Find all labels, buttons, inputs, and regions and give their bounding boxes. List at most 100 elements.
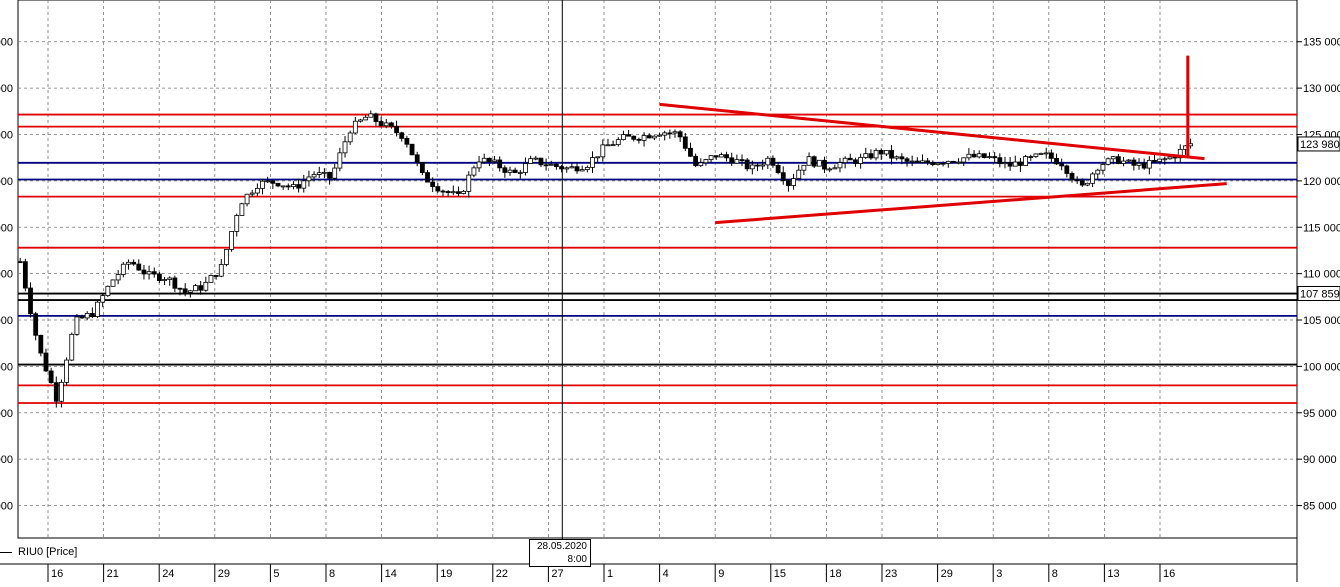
candle-up xyxy=(224,249,229,265)
candle-down xyxy=(847,157,853,161)
candle-down xyxy=(693,155,699,167)
candle-up xyxy=(167,277,173,280)
candle-up xyxy=(657,134,662,137)
candle-down xyxy=(713,155,719,158)
cursor-time: 8:00 xyxy=(567,554,587,565)
candle-up xyxy=(244,193,250,205)
candle-up xyxy=(218,264,224,277)
x-tick-label: 21 xyxy=(107,568,119,580)
candle-up xyxy=(265,180,271,183)
candle-up xyxy=(1002,162,1008,165)
price-badge-label: 123 980 xyxy=(1300,139,1340,151)
left-axis-label: 000 xyxy=(0,408,13,420)
candle-down xyxy=(729,157,735,164)
candle-up xyxy=(234,215,240,232)
candle-up xyxy=(858,157,864,164)
candle-up xyxy=(471,167,477,176)
candle-up xyxy=(193,285,198,292)
candle-down xyxy=(940,162,946,165)
candle-up xyxy=(605,144,611,147)
plot-frame xyxy=(17,0,1298,539)
y-tick-label: 115 000 xyxy=(1303,222,1340,234)
x-tick-label: 29 xyxy=(218,568,230,580)
candle-down xyxy=(38,334,44,354)
candle-up xyxy=(100,295,106,303)
price-badge-label: 107 859 xyxy=(1300,288,1340,300)
candle-down xyxy=(136,263,142,271)
left-axis-label: 000 xyxy=(0,222,13,234)
x-tick-label: 9 xyxy=(718,568,724,580)
x-tick-label: 1 xyxy=(607,568,613,580)
x-tick-label: 15 xyxy=(774,568,786,580)
candle-down xyxy=(213,275,219,277)
left-axis-label: 000 xyxy=(0,361,13,373)
candle-up xyxy=(162,279,167,282)
candle-up xyxy=(1095,169,1101,175)
candle-down xyxy=(157,273,162,282)
cursor-date: 28.05.2020 xyxy=(536,541,587,552)
candle-up xyxy=(1162,158,1168,161)
cursor-date-label: 28.05.2020 8:00 xyxy=(529,539,591,567)
candle-down xyxy=(172,277,178,289)
candle-down xyxy=(389,122,394,127)
candle-up xyxy=(1177,148,1183,159)
candle-down xyxy=(399,132,405,139)
candle-up xyxy=(461,191,467,194)
candle-down xyxy=(554,163,559,168)
candle-down xyxy=(914,160,920,163)
candle-up xyxy=(945,160,951,164)
candle-down xyxy=(275,182,281,187)
candle-up xyxy=(791,178,796,186)
y-tick-label: 85 000 xyxy=(1303,501,1337,513)
candle-down xyxy=(951,160,956,163)
x-tick-label: 8 xyxy=(1052,568,1058,580)
candle-up xyxy=(301,180,307,189)
candle-up xyxy=(352,120,358,134)
left-axis-label: 000 xyxy=(0,130,13,142)
candle-up xyxy=(342,141,348,154)
candle-up xyxy=(517,172,523,174)
candle-down xyxy=(440,190,446,193)
candle-up xyxy=(208,275,214,283)
candle-up xyxy=(249,192,255,195)
x-tick-label: 5 xyxy=(273,568,279,580)
candle-down xyxy=(1059,163,1065,167)
candle-up xyxy=(115,274,121,281)
candle-down xyxy=(543,164,549,167)
candle-up xyxy=(579,169,585,172)
candle-up xyxy=(961,157,967,163)
candle-up xyxy=(280,185,286,188)
candle-down xyxy=(151,271,157,275)
y-tick-label: 110 000 xyxy=(1303,269,1340,281)
candle-down xyxy=(688,147,693,157)
candle-up xyxy=(203,281,209,291)
candle-up xyxy=(533,157,539,160)
candle-up xyxy=(987,156,992,158)
y-tick-label: 90 000 xyxy=(1303,454,1337,466)
candle-up xyxy=(110,279,116,287)
x-tick-label: 3 xyxy=(996,568,1002,580)
candle-down xyxy=(141,269,147,275)
candle-down xyxy=(1152,159,1157,163)
candle-down xyxy=(512,169,518,173)
candle-up xyxy=(827,168,833,171)
candle-up xyxy=(883,150,889,155)
candle-up xyxy=(920,160,925,163)
candle-up xyxy=(956,161,961,164)
candle-down xyxy=(971,153,977,158)
candle-up xyxy=(796,169,802,179)
candle-down xyxy=(853,159,858,164)
candle-up xyxy=(1167,156,1173,160)
candle-up xyxy=(450,191,456,194)
candle-down xyxy=(53,382,59,402)
candle-down xyxy=(48,370,54,384)
candle-down xyxy=(646,135,652,139)
candle-down xyxy=(17,261,23,263)
candle-down xyxy=(28,287,33,315)
candle-up xyxy=(146,271,152,275)
x-tick-label: 18 xyxy=(829,568,841,580)
candle-down xyxy=(1054,157,1059,165)
candle-down xyxy=(33,313,39,336)
candle-up xyxy=(306,176,312,182)
